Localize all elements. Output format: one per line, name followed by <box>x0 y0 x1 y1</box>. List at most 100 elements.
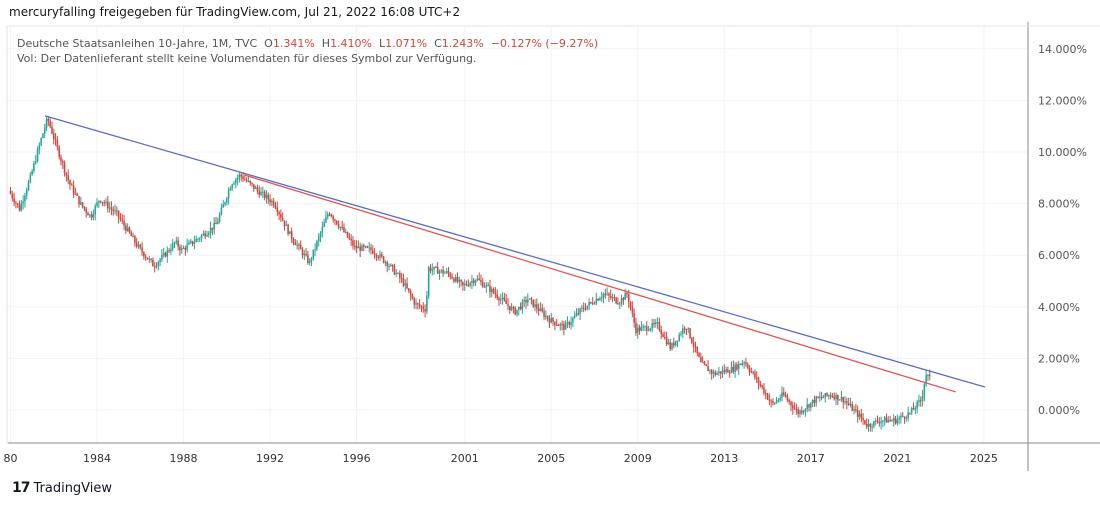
candle-body <box>153 266 156 268</box>
candle-body <box>467 284 470 286</box>
plot-frame <box>6 25 1029 444</box>
candle-body <box>325 217 327 223</box>
open-value: 1.341% <box>272 37 315 50</box>
candle-body <box>775 400 778 403</box>
candle-body <box>395 273 398 275</box>
candle-body <box>227 190 230 199</box>
candle-body <box>772 401 774 404</box>
candle-body <box>308 260 311 263</box>
candle-body <box>712 372 715 374</box>
candle-body <box>276 207 279 212</box>
candle-body <box>548 318 551 323</box>
candle-body <box>810 402 812 408</box>
candle-body <box>58 147 60 158</box>
candle-body <box>505 300 507 304</box>
candle-body <box>233 183 235 185</box>
candle-body <box>260 192 262 196</box>
candle-body <box>575 313 578 316</box>
candle-body <box>24 195 26 202</box>
candle-body <box>175 240 178 243</box>
candle-body <box>499 299 502 301</box>
candle-body <box>409 290 412 296</box>
candle-body <box>525 300 527 303</box>
candle-body <box>123 220 125 226</box>
candle-body <box>292 238 295 243</box>
candle-body <box>620 298 623 304</box>
candle-body <box>700 356 702 362</box>
candle-body <box>442 269 444 274</box>
close-value: 1.243% <box>441 37 484 50</box>
candle-body <box>907 412 909 418</box>
candle-body <box>189 241 192 243</box>
candle-body <box>721 370 724 374</box>
candle-body <box>463 283 466 286</box>
candle-body <box>519 306 522 310</box>
candle-body <box>503 297 506 301</box>
brand-name[interactable]: TradingView <box>33 480 113 496</box>
candle-body <box>220 207 223 215</box>
candle-body <box>299 244 302 250</box>
candle-body <box>837 394 839 401</box>
chart-legend: Deutsche Staatsanleihen 10-Jahre, 1M, TV… <box>17 36 598 66</box>
candle-body <box>631 307 634 314</box>
candle-body <box>786 396 789 401</box>
candle-body <box>359 246 361 251</box>
candle-body <box>635 322 637 334</box>
candle-body <box>125 225 127 231</box>
candle-body <box>362 245 365 247</box>
footer: 17 TradingView <box>12 480 112 496</box>
candle-body <box>352 240 354 246</box>
candle-body <box>853 409 855 411</box>
candle-body <box>797 409 799 415</box>
tradingview-logo-icon[interactable]: 17 <box>12 480 31 496</box>
candle-body <box>928 374 931 376</box>
candle-body <box>665 337 668 345</box>
candle-body <box>45 118 48 129</box>
candle-body <box>909 412 911 414</box>
candle-body <box>418 304 421 307</box>
candle-body <box>912 408 915 410</box>
candle-body <box>206 234 208 237</box>
candle-body <box>835 394 837 400</box>
candle-body <box>755 377 758 379</box>
candle-body <box>337 224 340 228</box>
candle-body <box>523 300 526 302</box>
change-value: −0.127% (−9.27%) <box>490 37 599 50</box>
candle-body <box>591 302 594 304</box>
candle-body <box>462 281 464 286</box>
symbol-title[interactable]: Deutsche Staatsanleihen 10-Jahre, 1M, TV… <box>17 37 258 50</box>
candle-body <box>649 328 652 331</box>
y-tick-label: 12.000% <box>1038 94 1087 107</box>
candle-body <box>247 180 250 182</box>
candle-body <box>101 202 104 204</box>
candle-body <box>249 180 252 183</box>
candle-body <box>90 214 93 218</box>
candle-body <box>846 401 848 404</box>
candle-body <box>200 235 203 239</box>
candle-body <box>399 273 401 278</box>
candle-body <box>573 315 576 318</box>
candle-body <box>207 232 210 235</box>
candle-body <box>566 322 569 324</box>
candle-body <box>476 278 479 281</box>
candle-body <box>458 279 461 282</box>
y-tick-label: 14.000% <box>1038 43 1087 56</box>
candle-body <box>132 236 134 238</box>
candle-body <box>76 193 78 196</box>
candle-body <box>197 238 199 240</box>
candle-body <box>626 293 628 295</box>
candle-body <box>490 288 493 293</box>
candle-body <box>678 334 681 341</box>
candle-body <box>408 288 410 291</box>
candle-body <box>673 343 675 346</box>
candle-body <box>287 224 289 234</box>
candle-body <box>667 342 670 345</box>
candle-body <box>238 174 241 178</box>
candle-body <box>597 298 599 301</box>
candle-body <box>876 420 879 423</box>
x-tick-label: 2013 <box>710 452 738 465</box>
candle-body <box>730 366 733 373</box>
candle-body <box>263 191 266 198</box>
candle-body <box>557 325 560 327</box>
